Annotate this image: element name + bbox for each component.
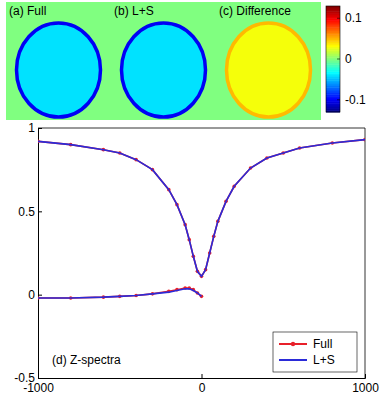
panel-background bbox=[111, 2, 216, 120]
x-axis: -100001000 bbox=[23, 374, 379, 395]
tick: 0.5 bbox=[18, 205, 42, 219]
tick-label: 0 bbox=[199, 381, 206, 395]
frame-top bbox=[38, 128, 365, 129]
series-line bbox=[38, 140, 365, 277]
legend-box bbox=[273, 332, 357, 372]
heatmap-panels: (a) Full (b) L+S (c) Difference bbox=[6, 2, 321, 120]
legend-label: L+S bbox=[313, 353, 335, 367]
colorbar-tick bbox=[337, 99, 340, 100]
series-line bbox=[38, 140, 365, 277]
colorbar-tick bbox=[337, 59, 340, 60]
panel-title: (c) Difference bbox=[219, 4, 291, 18]
panel: (c) Difference bbox=[216, 2, 321, 120]
series-line bbox=[38, 289, 202, 298]
plot-area bbox=[38, 138, 365, 300]
panel-title: (b) L+S bbox=[114, 4, 154, 18]
colorbar-tick bbox=[337, 18, 340, 19]
brain-rim bbox=[17, 23, 101, 117]
panel-background bbox=[6, 2, 111, 120]
brain-rim bbox=[122, 23, 206, 117]
tick-label: 1000 bbox=[352, 381, 379, 395]
tick: -0.5 bbox=[14, 371, 42, 385]
tick-label: -0.5 bbox=[14, 371, 35, 385]
tick: 0 bbox=[28, 288, 42, 302]
tick-mark bbox=[38, 378, 42, 379]
legend-swatch bbox=[279, 359, 307, 361]
legend-label: Full bbox=[313, 337, 332, 351]
tick-label: 0.5 bbox=[18, 205, 35, 219]
axis-line bbox=[39, 374, 366, 379]
tick: 0 bbox=[199, 374, 206, 395]
brain-rim bbox=[227, 23, 311, 117]
brain-interior bbox=[18, 24, 100, 116]
panel: (b) L+S bbox=[111, 2, 216, 120]
frame-right bbox=[365, 128, 366, 378]
figure: (a) Full(b) L+S(c) Difference0.10-0.1-10… bbox=[0, 0, 383, 400]
y-axis: -0.5 0 0.5 1 bbox=[14, 121, 42, 385]
colorbar-tick-label: -0.1 bbox=[345, 93, 366, 107]
tick-label: 1 bbox=[28, 121, 35, 135]
legend: Full L+S bbox=[273, 332, 357, 372]
tick-label: 0 bbox=[28, 288, 35, 302]
tick-mark bbox=[38, 295, 42, 296]
colorbar-tick-label: 0.1 bbox=[345, 11, 362, 25]
panel: (a) Full bbox=[6, 2, 111, 120]
colorbar-frame bbox=[326, 6, 340, 112]
axis-line bbox=[39, 129, 43, 379]
panel-title: (a) Full bbox=[9, 4, 46, 18]
colorbar-step bbox=[326, 6, 340, 8]
colorbar-tick-label: 0 bbox=[345, 52, 352, 66]
tick: 1000 bbox=[352, 374, 379, 395]
brain-interior bbox=[123, 24, 205, 116]
brain-interior bbox=[228, 24, 310, 116]
tick-mark bbox=[38, 211, 42, 212]
colorbar: 0.1 0 -0.1 bbox=[326, 6, 366, 113]
legend-marker bbox=[291, 342, 295, 346]
chart-title: (d) Z-spectra bbox=[52, 353, 121, 367]
tick-mark bbox=[202, 374, 203, 378]
series-line bbox=[38, 288, 202, 298]
panel-background bbox=[216, 2, 321, 120]
